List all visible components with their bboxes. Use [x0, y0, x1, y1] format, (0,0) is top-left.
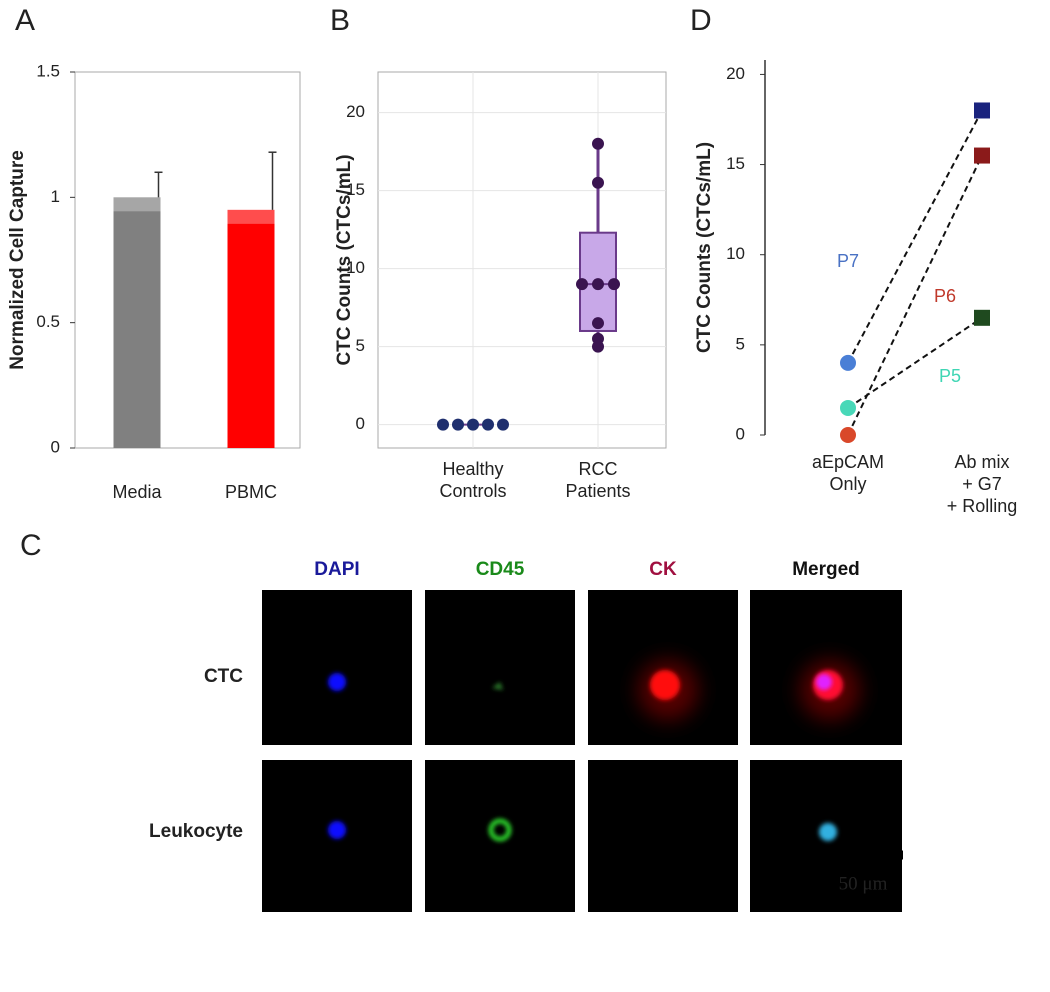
y-tick-label: 0	[736, 424, 745, 443]
bar-highlight	[227, 209, 275, 224]
x-tick-label: Ab mix	[954, 452, 1009, 472]
series-line	[847, 316, 983, 409]
y-tick-label: 20	[346, 102, 365, 121]
series-label: P7	[837, 251, 859, 271]
data-point	[592, 137, 604, 150]
x-tick-label: RCC	[579, 459, 618, 479]
bar	[113, 197, 161, 448]
plot-frame	[74, 71, 301, 449]
y-tick-label: 20	[726, 64, 745, 83]
cell	[328, 673, 346, 691]
series-label: P5	[939, 366, 961, 386]
column-header: DAPI	[314, 559, 359, 580]
data-point	[437, 418, 449, 431]
data-point	[497, 418, 509, 431]
marker-before	[840, 399, 856, 416]
x-tick-label: Controls	[439, 481, 506, 501]
bar	[227, 209, 275, 448]
x-tick-label: PBMC	[225, 482, 277, 502]
x-tick-label: + Rolling	[947, 496, 1018, 516]
cell	[328, 821, 346, 839]
panel-label: B	[330, 4, 350, 37]
cell	[819, 823, 837, 841]
series-label: P6	[934, 286, 956, 306]
data-point	[452, 418, 464, 431]
series-line	[847, 155, 983, 436]
cell	[816, 674, 832, 690]
micrographs	[262, 590, 903, 912]
cell	[650, 670, 680, 700]
panel-label: D	[690, 4, 712, 37]
y-tick-label: 5	[356, 336, 365, 355]
x-tick-label: Media	[112, 482, 162, 502]
data-point	[608, 278, 620, 291]
y-tick-label: 15	[346, 180, 365, 199]
data-point	[592, 340, 604, 353]
marker-before	[840, 427, 856, 443]
x-tick-label: Healthy	[442, 459, 503, 479]
series-line	[847, 110, 983, 364]
y-tick-label: 1.5	[36, 61, 60, 80]
column-header: CK	[649, 559, 677, 580]
image-cd45-leukocyte	[425, 760, 575, 912]
y-tick-label: 10	[346, 258, 365, 277]
x-tick-label: + G7	[962, 474, 1002, 494]
y-tick-label: 1	[51, 187, 60, 206]
cell	[492, 682, 503, 690]
data-point	[576, 278, 588, 291]
data-point	[467, 418, 479, 431]
column-header: Merged	[792, 559, 860, 580]
x-tick-label: aEpCAM	[812, 452, 884, 472]
data-point	[592, 278, 604, 291]
plot-frame	[377, 71, 667, 449]
row-label: CTC	[204, 666, 243, 687]
y-tick-label: 0	[51, 437, 60, 456]
data-point	[482, 418, 494, 431]
bar-highlight	[113, 197, 161, 212]
marker-after	[974, 147, 990, 164]
y-axis-label: CTC Counts (CTCs/mL)	[334, 154, 355, 365]
y-tick-label: 0	[356, 414, 365, 433]
scale-bar-label: 50 μm	[839, 873, 888, 894]
x-tick-label: Only	[829, 474, 866, 494]
y-tick-label: 10	[726, 244, 745, 263]
data-point	[592, 317, 604, 330]
panel-label: A	[15, 4, 35, 37]
y-tick-label: 5	[736, 334, 745, 353]
y-axis-label: CTC Counts (CTCs/mL)	[694, 142, 715, 353]
marker-after	[974, 309, 990, 326]
y-axis-label: Normalized Cell Capture	[7, 150, 28, 370]
panel-label: C	[20, 529, 42, 562]
y-tick-label: 15	[726, 154, 745, 173]
marker-after	[974, 102, 990, 119]
image-ck-leukocyte	[588, 760, 738, 912]
cell	[488, 818, 512, 842]
column-header: CD45	[476, 559, 525, 580]
image-dapi-ctc	[262, 590, 412, 745]
y-tick-label: 0.5	[36, 312, 60, 331]
row-label: Leukocyte	[149, 821, 243, 842]
image-cd45-ctc	[425, 590, 575, 745]
x-tick-label: Patients	[565, 481, 630, 501]
marker-before	[840, 354, 856, 371]
data-point	[592, 176, 604, 189]
